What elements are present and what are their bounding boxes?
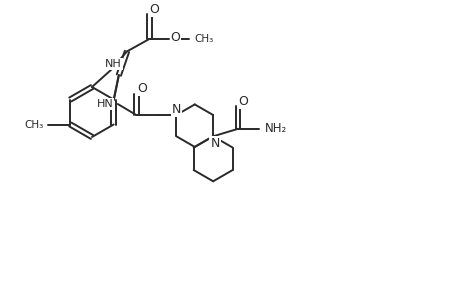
Text: O: O — [149, 3, 159, 16]
Text: HN: HN — [96, 99, 113, 109]
Text: NH₂: NH₂ — [265, 122, 287, 135]
Text: O: O — [238, 95, 247, 108]
Text: N: N — [171, 103, 181, 116]
Text: CH₃: CH₃ — [24, 119, 44, 130]
Text: CH₃: CH₃ — [195, 34, 213, 44]
Text: O: O — [137, 82, 147, 95]
Text: N: N — [210, 137, 219, 150]
Text: NH: NH — [105, 59, 122, 69]
Text: O: O — [170, 32, 180, 44]
